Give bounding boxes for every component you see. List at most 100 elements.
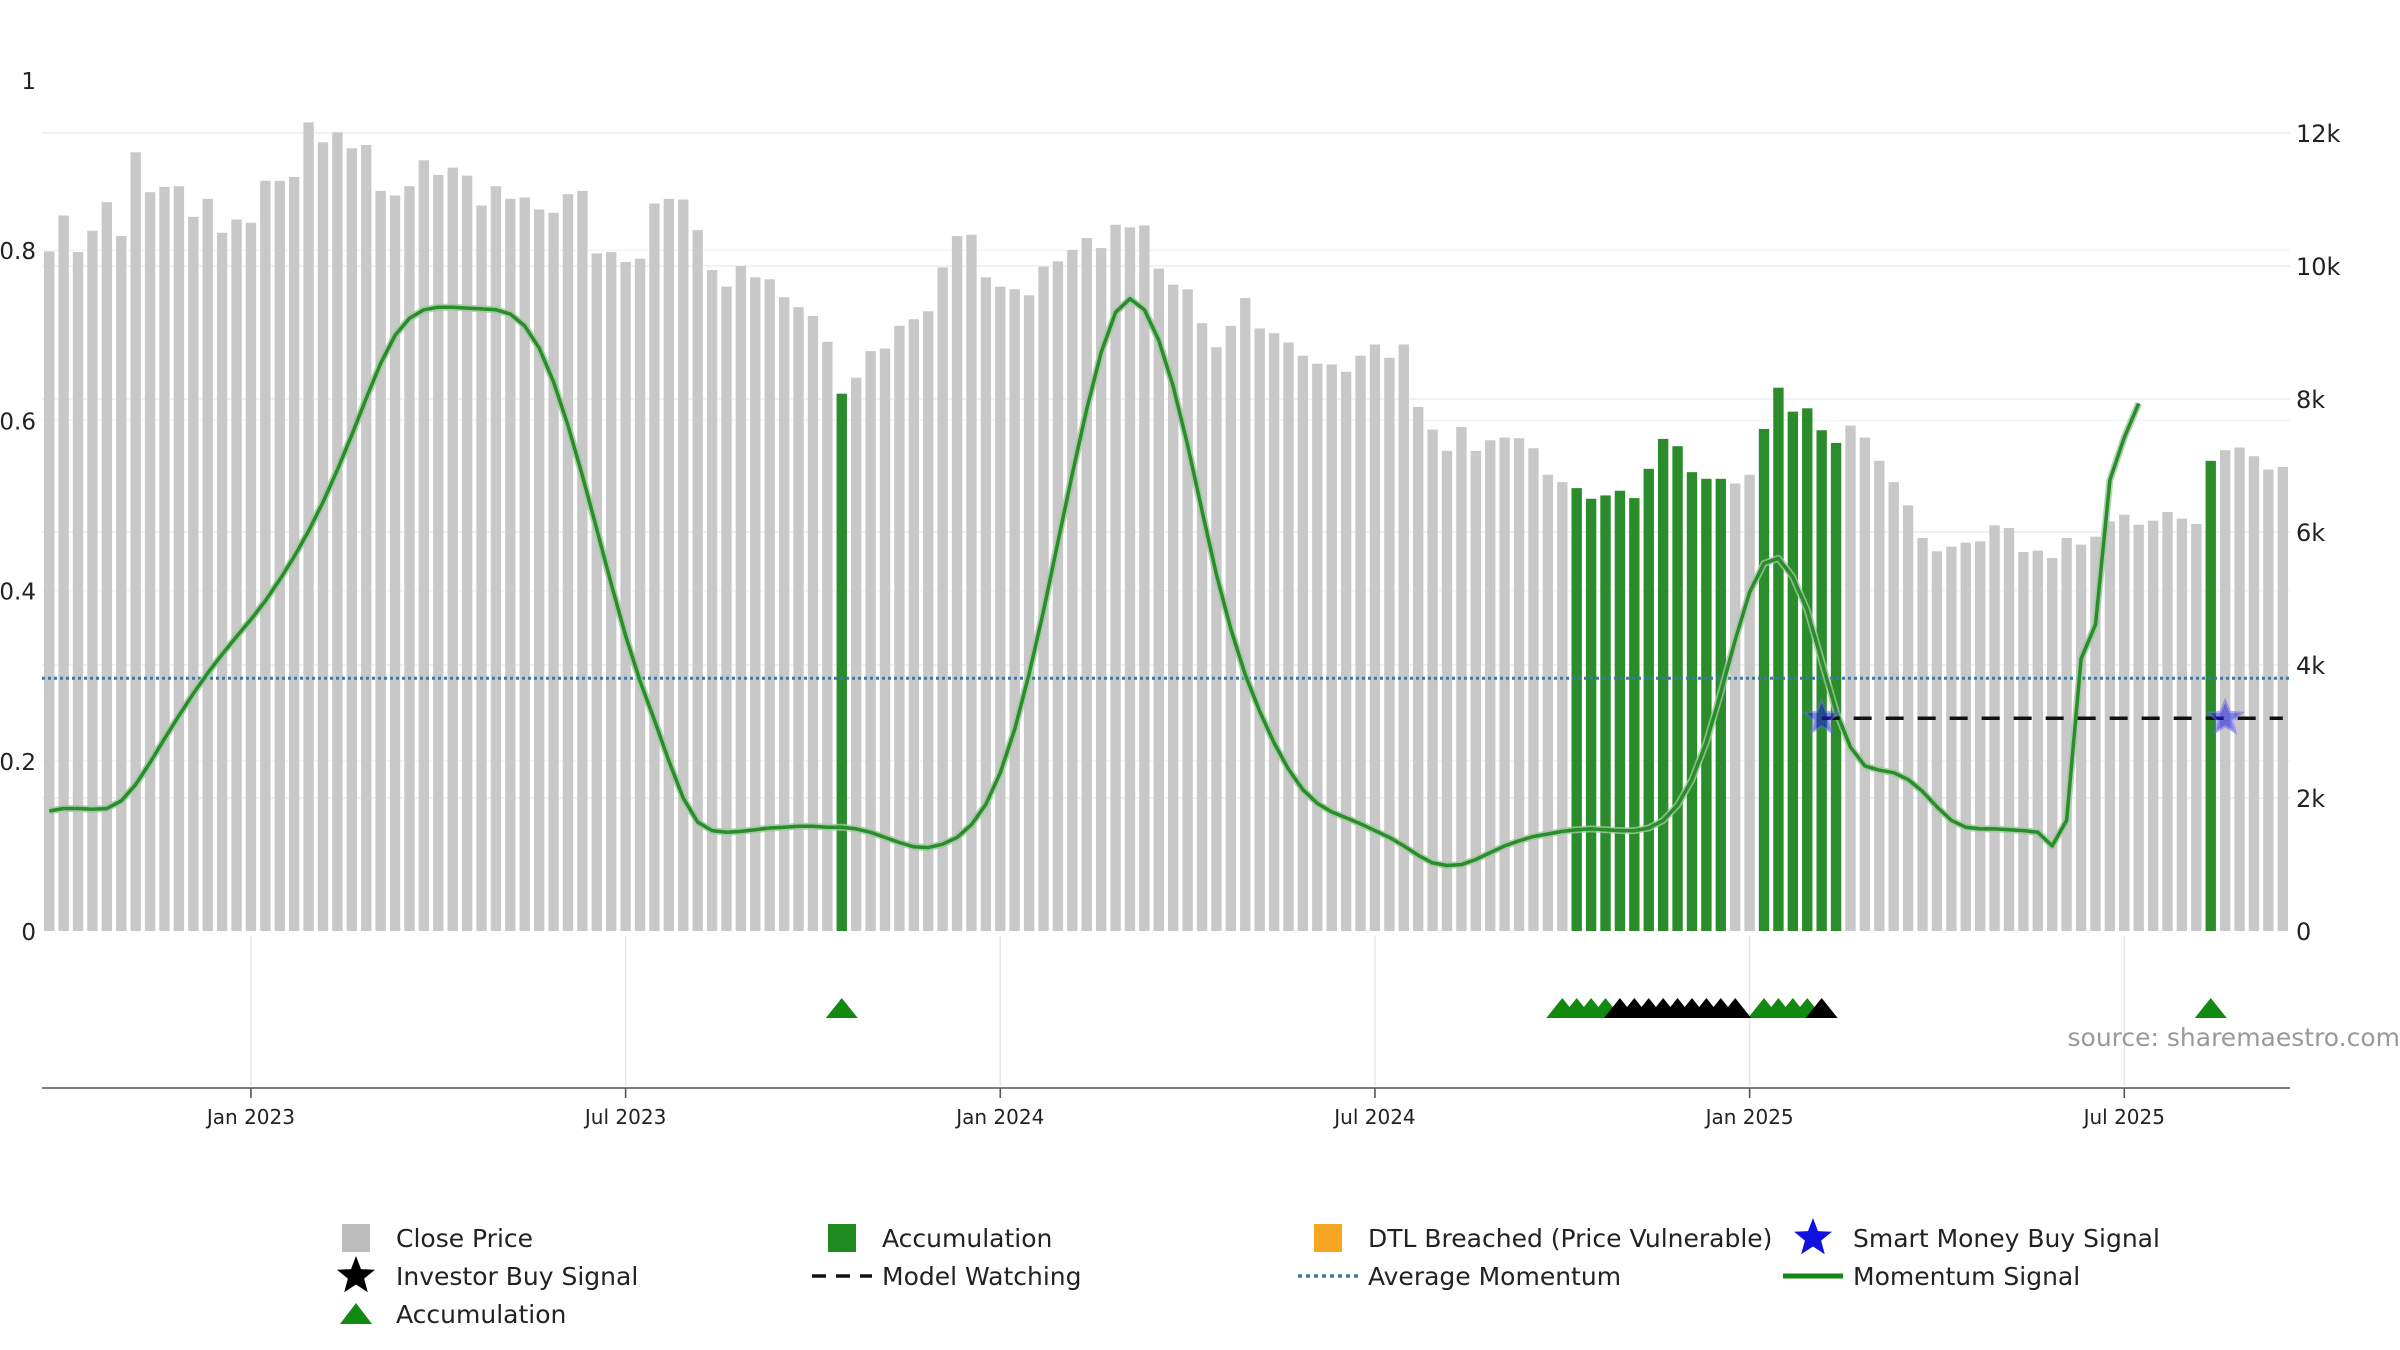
price-bar: [58, 215, 69, 931]
price-bar: [245, 222, 257, 931]
price-bar: [1240, 297, 1251, 931]
price-bar: [1989, 525, 2000, 931]
accumulation-bar: [1614, 490, 1626, 931]
price-bar: [274, 180, 285, 931]
price-bar: [317, 142, 329, 931]
overlay-series: [42, 295, 2290, 869]
price-bar: [807, 315, 819, 931]
price-bar: [2047, 557, 2058, 931]
legend-label: Average Momentum: [1368, 1262, 1621, 1291]
legend-swatch: [342, 1224, 370, 1252]
price-bar: [1095, 248, 1107, 932]
price-bar: [1513, 438, 1525, 931]
price-bar: [404, 186, 415, 931]
legend-label: DTL Breached (Price Vulnerable): [1368, 1224, 1772, 1253]
price-bar: [908, 319, 920, 931]
smart-money-star-1: [2205, 697, 2245, 735]
price-bar: [130, 152, 141, 931]
price-bar: [533, 209, 545, 932]
price-bar: [649, 203, 660, 932]
price-bar: [1153, 268, 1164, 931]
price-bar: [1528, 448, 1539, 931]
price-bar: [1009, 289, 1020, 931]
price-bar: [822, 341, 833, 931]
price-bar: [1888, 482, 1899, 931]
investor-buy-triangle: [1805, 998, 1838, 1018]
price-bar: [1340, 371, 1352, 931]
price-bar: [951, 236, 963, 931]
price-bar: [1355, 355, 1366, 931]
price-bar: [2018, 551, 2029, 931]
legend-swatch: [828, 1224, 856, 1252]
accumulation-bar: [1585, 498, 1597, 931]
legend-triangle-icon: [340, 1303, 372, 1324]
price-bar: [1326, 364, 1337, 931]
accumulation-bar: [1830, 442, 1842, 931]
accumulation-bar: [2205, 460, 2216, 931]
price-bar: [591, 253, 602, 932]
price-bar: [1412, 406, 1424, 932]
accumulation-bar: [1701, 478, 1712, 931]
price-bar: [1874, 460, 1885, 931]
price-bar: [894, 325, 905, 932]
price-bar: [173, 186, 185, 931]
price-bar: [433, 174, 444, 931]
price-bar: [995, 286, 1006, 931]
price-bar: [2003, 528, 2015, 931]
price-bar: [1960, 542, 1971, 931]
price-bar: [2277, 466, 2288, 931]
price-bar: [346, 148, 358, 932]
legend-label: Momentum Signal: [1853, 1262, 2080, 1291]
legend-star-icon: [1794, 1218, 1832, 1255]
accumulation-triangle: [825, 998, 858, 1018]
price-bar: [260, 180, 271, 931]
price-bar: [2162, 512, 2173, 931]
price-bar: [980, 277, 992, 931]
accumulation-bar: [1787, 411, 1799, 931]
right-axis-label: 2k: [2296, 785, 2325, 813]
right-axis-label: 8k: [2296, 386, 2325, 414]
price-bar: [1456, 426, 1467, 931]
price-bar: [188, 216, 199, 932]
investor-buy-triangle: [1719, 998, 1752, 1018]
price-bar: [923, 311, 934, 932]
legend: Close Price Accumulation DTL Breached (Pri…: [337, 1218, 2160, 1329]
accumulation-bar: [1672, 446, 1683, 931]
price-bar: [2263, 469, 2274, 931]
price-bar: [505, 198, 516, 931]
price-bar: [2133, 524, 2144, 931]
price-bar: [663, 198, 675, 931]
legend-label: Accumulation: [882, 1224, 1052, 1253]
legend-label: Accumulation: [396, 1300, 566, 1329]
price-bar: [1974, 541, 1986, 931]
x-tick-label: Jul 2025: [2082, 1105, 2165, 1129]
price-bar: [1427, 429, 1438, 931]
price-bar: [1254, 328, 1265, 931]
price-bar: [1124, 227, 1136, 931]
x-tick-label: Jul 2024: [1332, 1105, 1415, 1129]
price-bar: [361, 144, 372, 932]
price-bar: [519, 197, 530, 931]
signal-panel: [825, 998, 2227, 1018]
price-bar: [1902, 505, 1914, 931]
left-axis-label: 0.2: [0, 750, 36, 776]
price-bar: [231, 219, 242, 931]
price-bar: [461, 175, 473, 931]
price-bar: [1557, 482, 1568, 931]
price-bar: [634, 258, 646, 931]
smart-money-star-0: [1801, 697, 1842, 735]
accumulation-bar: [1802, 408, 1813, 931]
accumulation-bar: [1571, 488, 1582, 931]
price-bar: [2061, 537, 2072, 931]
price-bar: [1499, 437, 1510, 931]
left-axis-label: 0.8: [0, 239, 36, 265]
x-tick-label: Jul 2023: [583, 1105, 666, 1129]
left-axis-label: 0.6: [0, 409, 36, 435]
price-bar: [750, 277, 761, 931]
price-bar: [1297, 355, 1309, 931]
price-bar: [101, 202, 113, 931]
accumulation-bar: [1643, 468, 1654, 931]
accumulation-bar: [1629, 498, 1640, 931]
right-axis-label: 6k: [2296, 519, 2325, 547]
